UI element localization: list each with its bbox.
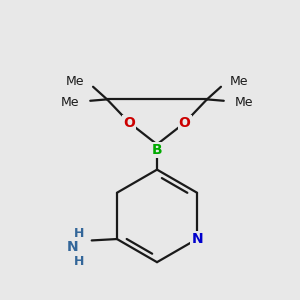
Text: Me: Me xyxy=(61,96,79,109)
Text: N: N xyxy=(191,232,203,246)
Text: Me: Me xyxy=(235,96,254,109)
Text: O: O xyxy=(179,116,190,130)
Text: H: H xyxy=(74,227,84,240)
Text: O: O xyxy=(124,116,135,130)
Text: Me: Me xyxy=(230,75,248,88)
Text: H: H xyxy=(74,255,84,268)
Text: Me: Me xyxy=(66,75,85,88)
Text: N: N xyxy=(66,240,78,254)
Text: B: B xyxy=(152,143,162,157)
